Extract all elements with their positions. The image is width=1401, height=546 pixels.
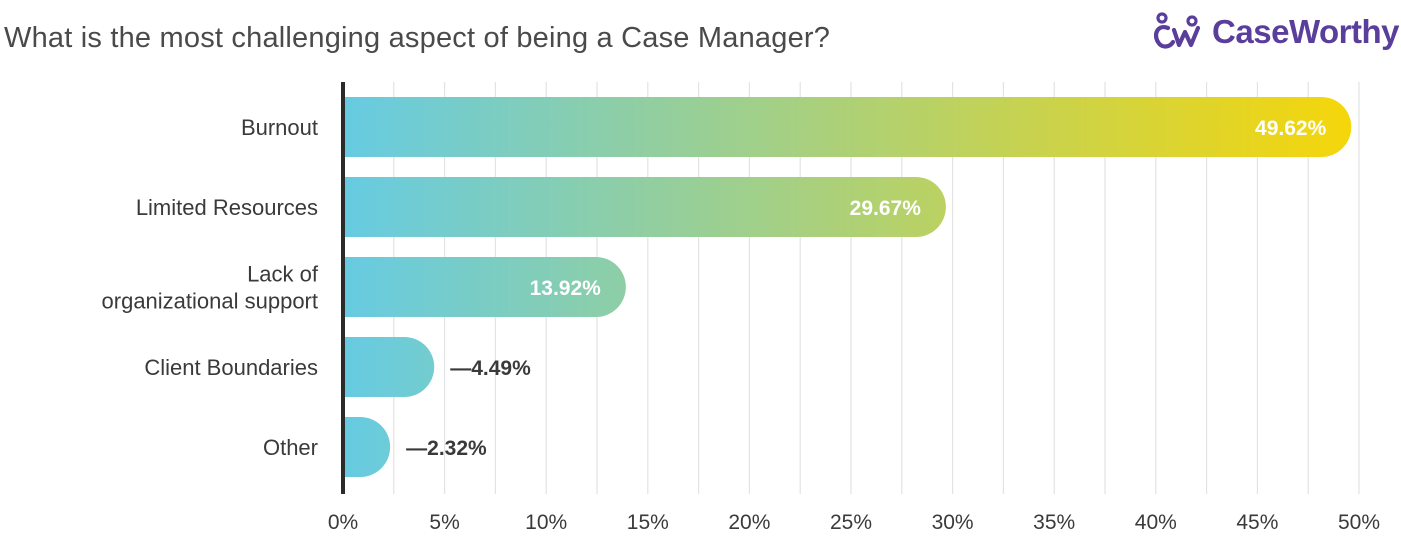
category-label-3: Client Boundaries [144, 355, 318, 380]
data-label-4: —2.32% [406, 437, 487, 460]
x-tick-label-1: 5% [429, 511, 459, 534]
data-labels: 49.62% 29.67% 13.92% —4.49% —2.32% [406, 117, 1326, 460]
category-label-2: Lack of organizational support [102, 262, 319, 314]
data-label-1: 29.67% [850, 197, 922, 220]
x-tick-label-2: 10% [525, 511, 567, 534]
x-tick-label-0: 0% [328, 511, 358, 534]
category-label-4: Other [263, 435, 318, 460]
category-label-0: Burnout [241, 115, 318, 140]
x-tick-label-4: 20% [728, 511, 770, 534]
bar-4 [343, 417, 391, 477]
x-tick-label-7: 35% [1033, 511, 1075, 534]
bar-1 [343, 177, 946, 238]
bar-0 [343, 97, 1352, 157]
data-label-0: 49.62% [1255, 117, 1327, 140]
chart-title: What is the most challenging aspect of b… [4, 22, 831, 54]
data-label-2: 13.92% [530, 277, 602, 300]
x-axis-ticks: 0% 5% 10% 15% 20% 25% 30% 35% 40% 45% 50% [328, 511, 1380, 534]
cw-people-logo-icon [1154, 12, 1201, 49]
category-label-1: Limited Resources [136, 195, 318, 220]
x-tick-label-8: 40% [1135, 511, 1177, 534]
bar-2 [343, 257, 626, 317]
bar-3 [343, 337, 435, 397]
bars [343, 97, 1352, 477]
data-label-3: —4.49% [450, 357, 531, 380]
x-tick-label-6: 30% [932, 511, 974, 534]
x-tick-label-10: 50% [1338, 511, 1380, 534]
x-tick-label-5: 25% [830, 511, 872, 534]
brand-logo: CaseWorthy [1152, 12, 1399, 52]
brand-name: CaseWorthy [1212, 13, 1399, 50]
x-tick-label-3: 15% [627, 511, 669, 534]
x-tick-label-9: 45% [1236, 511, 1278, 534]
category-labels: Burnout Limited Resources Lack of organizat… [102, 115, 319, 460]
